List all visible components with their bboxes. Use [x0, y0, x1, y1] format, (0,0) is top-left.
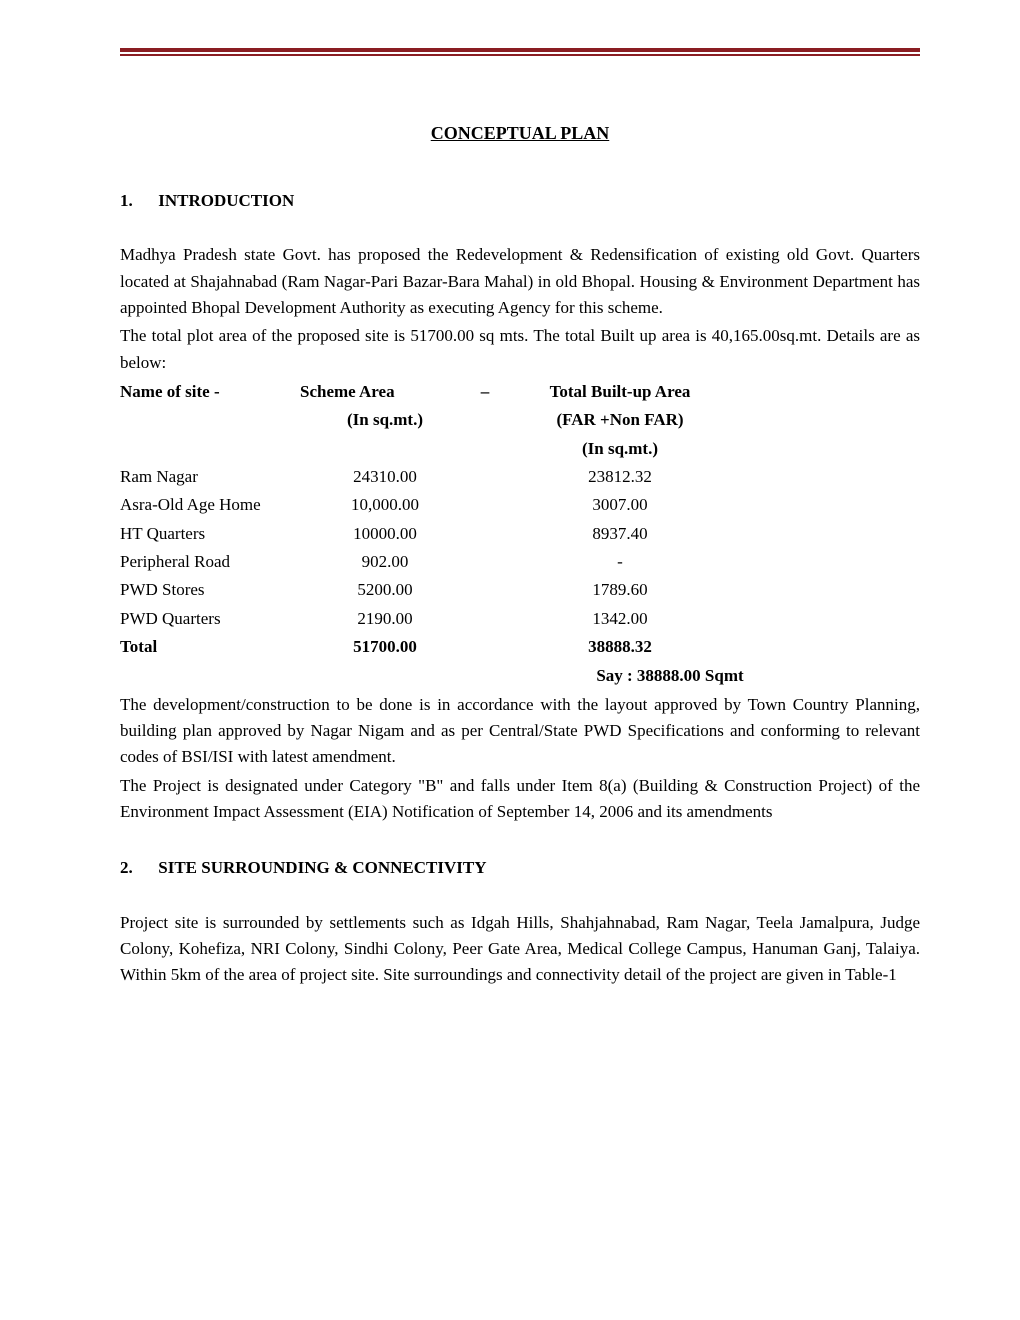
table-header-row-3: (In sq.mt.): [120, 435, 740, 463]
cell-area: 2190.00: [300, 605, 470, 633]
cell-area: 10000.00: [300, 520, 470, 548]
after-table-paragraph-1: The development/construction to be done …: [120, 692, 920, 771]
th-built-sub1: (FAR +Non FAR): [500, 406, 740, 434]
section-2-number: 2.: [120, 855, 154, 881]
cell-area: 5200.00: [300, 576, 470, 604]
table-row: HT Quarters 10000.00 8937.40: [120, 520, 740, 548]
table-row: Peripheral Road 902.00 -: [120, 548, 740, 576]
table-header-row-1: Name of site - Scheme Area – Total Built…: [120, 378, 740, 406]
cell-built: 1789.60: [500, 576, 740, 604]
th-dash: –: [470, 378, 500, 406]
cell-name: Ram Nagar: [120, 463, 300, 491]
cell-built: 1342.00: [500, 605, 740, 633]
cell-area: 10,000.00: [300, 491, 470, 519]
th-scheme-unit: (In sq.mt.): [300, 406, 470, 434]
after-table-paragraph-2: The Project is designated under Category…: [120, 773, 920, 826]
th-built-up: Total Built-up Area: [500, 378, 740, 406]
header-rule: [120, 48, 920, 52]
cell-name: Asra-Old Age Home: [120, 491, 300, 519]
table-row: Asra-Old Age Home 10,000.00 3007.00: [120, 491, 740, 519]
table-body: Ram Nagar 24310.00 23812.32 Asra-Old Age…: [120, 463, 740, 633]
section-1-heading: 1. INTRODUCTION: [120, 188, 920, 214]
cell-name: HT Quarters: [120, 520, 300, 548]
th-name: Name of site -: [120, 378, 300, 406]
cell-built: -: [500, 548, 740, 576]
total-built: 38888.32: [500, 633, 740, 661]
table-header-row-2: (In sq.mt.) (FAR +Non FAR): [120, 406, 740, 434]
section-1-number: 1.: [120, 188, 154, 214]
table-row: PWD Quarters 2190.00 1342.00: [120, 605, 740, 633]
cell-name: PWD Stores: [120, 576, 300, 604]
th-built-sub2: (In sq.mt.): [500, 435, 740, 463]
total-label: Total: [120, 633, 300, 661]
cell-built: 8937.40: [500, 520, 740, 548]
site-area-table: Name of site - Scheme Area – Total Built…: [120, 378, 740, 661]
th-scheme-area: Scheme Area: [300, 378, 470, 406]
cell-area: 24310.00: [300, 463, 470, 491]
table-row: Ram Nagar 24310.00 23812.32: [120, 463, 740, 491]
document-title: CONCEPTUAL PLAN: [120, 120, 920, 148]
section-2-heading: 2. SITE SURROUNDING & CONNECTIVITY: [120, 855, 920, 881]
cell-name: Peripheral Road: [120, 548, 300, 576]
cell-built: 23812.32: [500, 463, 740, 491]
section-2-label: SITE SURROUNDING & CONNECTIVITY: [158, 858, 486, 877]
intro-paragraph-2: The total plot area of the proposed site…: [120, 323, 920, 376]
intro-paragraph-1: Madhya Pradesh state Govt. has proposed …: [120, 242, 920, 321]
section-1-label: INTRODUCTION: [158, 191, 294, 210]
cell-name: PWD Quarters: [120, 605, 300, 633]
page: CONCEPTUAL PLAN 1. INTRODUCTION Madhya P…: [0, 0, 1020, 1320]
cell-built: 3007.00: [500, 491, 740, 519]
table-row: PWD Stores 5200.00 1789.60: [120, 576, 740, 604]
total-area: 51700.00: [300, 633, 470, 661]
cell-area: 902.00: [300, 548, 470, 576]
site-paragraph-1: Project site is surrounded by settlement…: [120, 910, 920, 989]
table-total-row: Total 51700.00 38888.32: [120, 633, 740, 661]
say-line: Say : 38888.00 Sqmt: [120, 663, 920, 689]
